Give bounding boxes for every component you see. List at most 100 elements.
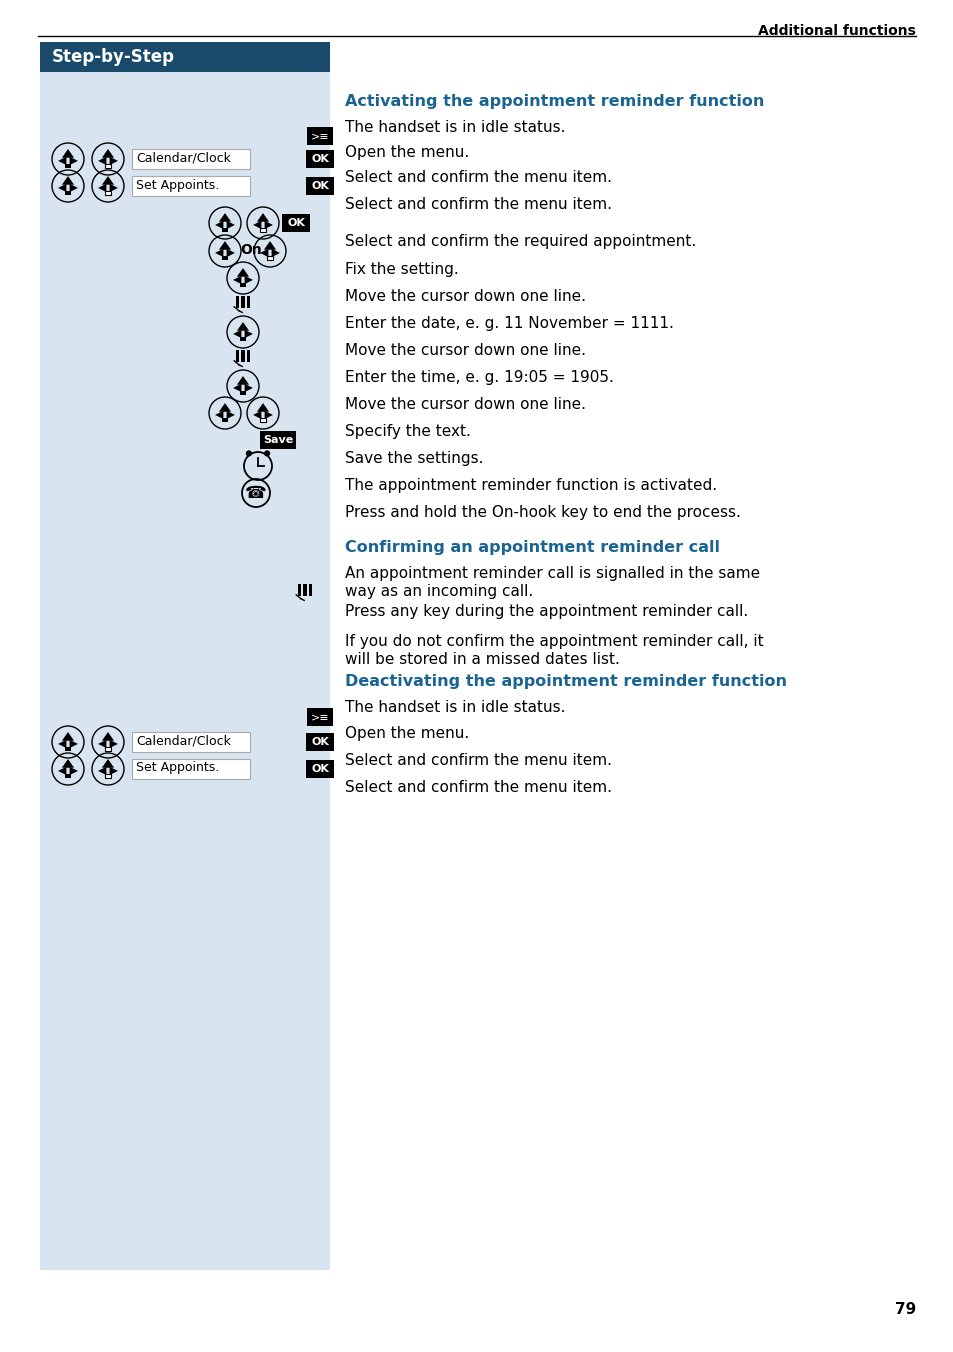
Text: Select and confirm the required appointment.: Select and confirm the required appointm… bbox=[345, 234, 696, 249]
Bar bbox=[247, 296, 250, 300]
Text: Additional functions: Additional functions bbox=[758, 24, 915, 38]
Bar bbox=[132, 176, 250, 196]
Bar bbox=[65, 746, 71, 752]
Polygon shape bbox=[70, 157, 78, 165]
Text: way as an incoming call.: way as an incoming call. bbox=[345, 584, 533, 599]
Polygon shape bbox=[110, 184, 118, 192]
Text: Press and hold the On-hook key to end the process.: Press and hold the On-hook key to end th… bbox=[345, 506, 740, 521]
Text: Save: Save bbox=[263, 435, 293, 445]
Polygon shape bbox=[70, 184, 78, 192]
Bar bbox=[235, 300, 239, 304]
Polygon shape bbox=[102, 176, 114, 185]
Bar bbox=[247, 304, 250, 307]
Polygon shape bbox=[70, 767, 78, 775]
Bar bbox=[306, 733, 334, 750]
Polygon shape bbox=[244, 384, 253, 392]
Bar bbox=[235, 358, 239, 361]
Bar bbox=[241, 300, 245, 304]
Polygon shape bbox=[227, 220, 234, 228]
Bar bbox=[65, 773, 71, 779]
Polygon shape bbox=[214, 249, 223, 257]
Bar bbox=[267, 256, 273, 260]
Text: OK: OK bbox=[311, 154, 329, 164]
Bar bbox=[309, 588, 312, 592]
Polygon shape bbox=[62, 758, 74, 768]
Text: Step-by-Step: Step-by-Step bbox=[52, 49, 174, 66]
Polygon shape bbox=[264, 220, 273, 228]
Bar bbox=[306, 150, 334, 168]
Text: Open the menu.: Open the menu. bbox=[345, 145, 469, 160]
Bar bbox=[40, 42, 330, 72]
Text: Deactivating the appointment reminder function: Deactivating the appointment reminder fu… bbox=[345, 675, 786, 690]
Text: Select and confirm the menu item.: Select and confirm the menu item. bbox=[345, 780, 612, 795]
Bar bbox=[106, 773, 111, 777]
Polygon shape bbox=[70, 740, 78, 748]
Bar bbox=[65, 164, 71, 168]
Bar bbox=[303, 584, 307, 588]
Bar bbox=[241, 358, 245, 361]
Bar bbox=[235, 354, 239, 358]
Bar bbox=[241, 354, 245, 358]
Polygon shape bbox=[227, 249, 234, 257]
Polygon shape bbox=[98, 740, 107, 748]
Bar bbox=[297, 588, 301, 592]
Polygon shape bbox=[256, 214, 269, 222]
Bar bbox=[240, 337, 246, 341]
Polygon shape bbox=[233, 330, 241, 338]
Text: OK: OK bbox=[287, 218, 305, 228]
Text: Confirming an appointment reminder call: Confirming an appointment reminder call bbox=[345, 539, 720, 556]
Bar bbox=[106, 164, 111, 168]
Polygon shape bbox=[233, 276, 241, 284]
Polygon shape bbox=[256, 403, 269, 412]
Bar bbox=[282, 214, 310, 233]
Bar bbox=[40, 49, 330, 1270]
Polygon shape bbox=[218, 241, 231, 250]
Bar bbox=[307, 127, 333, 145]
Polygon shape bbox=[98, 767, 107, 775]
Text: Specify the text.: Specify the text. bbox=[345, 425, 471, 439]
Text: Enter the date, e. g. 11 November = 1111.: Enter the date, e. g. 11 November = 1111… bbox=[345, 316, 673, 331]
Text: 79: 79 bbox=[894, 1302, 915, 1317]
Bar bbox=[309, 592, 312, 596]
Text: ☎: ☎ bbox=[245, 484, 267, 502]
Polygon shape bbox=[58, 767, 67, 775]
Bar bbox=[309, 584, 312, 588]
Polygon shape bbox=[214, 220, 223, 228]
Bar bbox=[306, 760, 334, 777]
Polygon shape bbox=[58, 184, 67, 192]
Text: The handset is in idle status.: The handset is in idle status. bbox=[345, 700, 565, 715]
Bar bbox=[247, 300, 250, 304]
Bar bbox=[297, 584, 301, 588]
Bar bbox=[222, 256, 228, 261]
Text: Press any key during the appointment reminder call.: Press any key during the appointment rem… bbox=[345, 604, 747, 619]
Text: OK: OK bbox=[311, 737, 329, 748]
Bar bbox=[240, 391, 246, 395]
Bar bbox=[241, 304, 245, 307]
Polygon shape bbox=[253, 220, 261, 228]
Polygon shape bbox=[253, 411, 261, 419]
Text: On: On bbox=[240, 243, 261, 257]
Text: Set Appoints.: Set Appoints. bbox=[136, 178, 219, 192]
Text: will be stored in a missed dates list.: will be stored in a missed dates list. bbox=[345, 652, 619, 667]
Polygon shape bbox=[264, 411, 273, 419]
Polygon shape bbox=[62, 731, 74, 741]
Polygon shape bbox=[58, 740, 67, 748]
Bar bbox=[303, 592, 307, 596]
Polygon shape bbox=[98, 157, 107, 165]
Text: Move the cursor down one line.: Move the cursor down one line. bbox=[345, 343, 585, 358]
Text: Activating the appointment reminder function: Activating the appointment reminder func… bbox=[345, 95, 763, 110]
Bar bbox=[240, 283, 246, 287]
Text: OK: OK bbox=[311, 181, 329, 191]
Bar bbox=[241, 296, 245, 300]
Polygon shape bbox=[102, 731, 114, 741]
Circle shape bbox=[264, 450, 270, 457]
Text: Move the cursor down one line.: Move the cursor down one line. bbox=[345, 397, 585, 412]
Bar bbox=[235, 296, 239, 300]
Circle shape bbox=[246, 450, 252, 457]
Bar bbox=[222, 227, 228, 233]
Bar bbox=[260, 227, 265, 233]
Polygon shape bbox=[102, 758, 114, 768]
Text: Select and confirm the menu item.: Select and confirm the menu item. bbox=[345, 753, 612, 768]
Polygon shape bbox=[264, 241, 275, 250]
Polygon shape bbox=[236, 268, 249, 277]
